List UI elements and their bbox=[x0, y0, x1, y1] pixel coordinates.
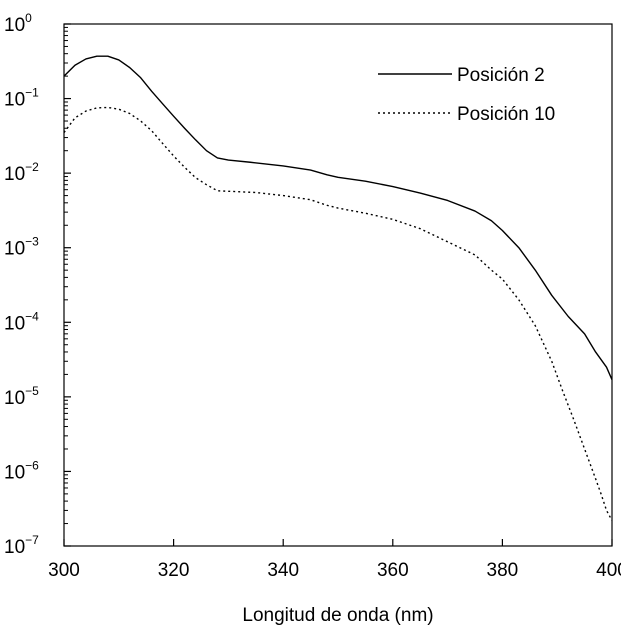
y-tick-label: 10−7 bbox=[4, 533, 39, 558]
x-tick-label-400: 400 bbox=[596, 560, 621, 581]
x-tick-label-380: 380 bbox=[487, 560, 519, 581]
y-tick-exponent: 0 bbox=[25, 11, 32, 25]
plot-frame bbox=[63, 23, 613, 547]
x-tick-label-340: 340 bbox=[267, 560, 299, 581]
y-tick-base: 10 bbox=[4, 164, 25, 185]
y-tick-base: 10 bbox=[4, 239, 25, 260]
y-tick-base: 10 bbox=[4, 537, 25, 558]
y-tick-label: 10−4 bbox=[4, 309, 39, 334]
y-tick-base: 10 bbox=[4, 388, 25, 409]
x-tick-label-300: 300 bbox=[48, 560, 80, 581]
y-tick-exponent: −6 bbox=[25, 458, 39, 472]
y-tick-label: 10−1 bbox=[4, 86, 39, 111]
series-line-posicion-2 bbox=[63, 55, 613, 380]
y-tick-exponent: −2 bbox=[25, 160, 39, 174]
y-tick-label: 100 bbox=[4, 11, 32, 36]
y-tick-exponent: −1 bbox=[25, 86, 39, 100]
series-group bbox=[63, 55, 613, 521]
y-tick-base: 10 bbox=[4, 313, 25, 334]
x-tick-label-360: 360 bbox=[377, 560, 409, 581]
series-line-posicion-10 bbox=[63, 106, 613, 521]
legend: Posición 2 Posición 10 bbox=[378, 65, 555, 125]
y-tick-exponent: −5 bbox=[25, 384, 39, 398]
axis-ticks: 30032034036038040010010−110−210−310−410−… bbox=[4, 11, 621, 581]
legend-label-posicion-2: Posición 2 bbox=[457, 65, 545, 86]
y-tick-exponent: −3 bbox=[25, 235, 39, 249]
x-axis-title: Longitud de onda (nm) bbox=[242, 605, 433, 626]
y-tick-label: 10−2 bbox=[4, 160, 39, 185]
y-tick-exponent: −4 bbox=[25, 309, 39, 323]
legend-label-posicion-10: Posición 10 bbox=[457, 104, 555, 125]
x-tick-label-320: 320 bbox=[158, 560, 190, 581]
y-tick-base: 10 bbox=[4, 15, 25, 36]
y-tick-label: 10−3 bbox=[4, 235, 39, 260]
y-tick-label: 10−6 bbox=[4, 458, 39, 483]
y-tick-base: 10 bbox=[4, 90, 25, 111]
y-tick-label: 10−5 bbox=[4, 384, 39, 409]
y-tick-exponent: −7 bbox=[25, 533, 39, 547]
y-tick-base: 10 bbox=[4, 462, 25, 483]
